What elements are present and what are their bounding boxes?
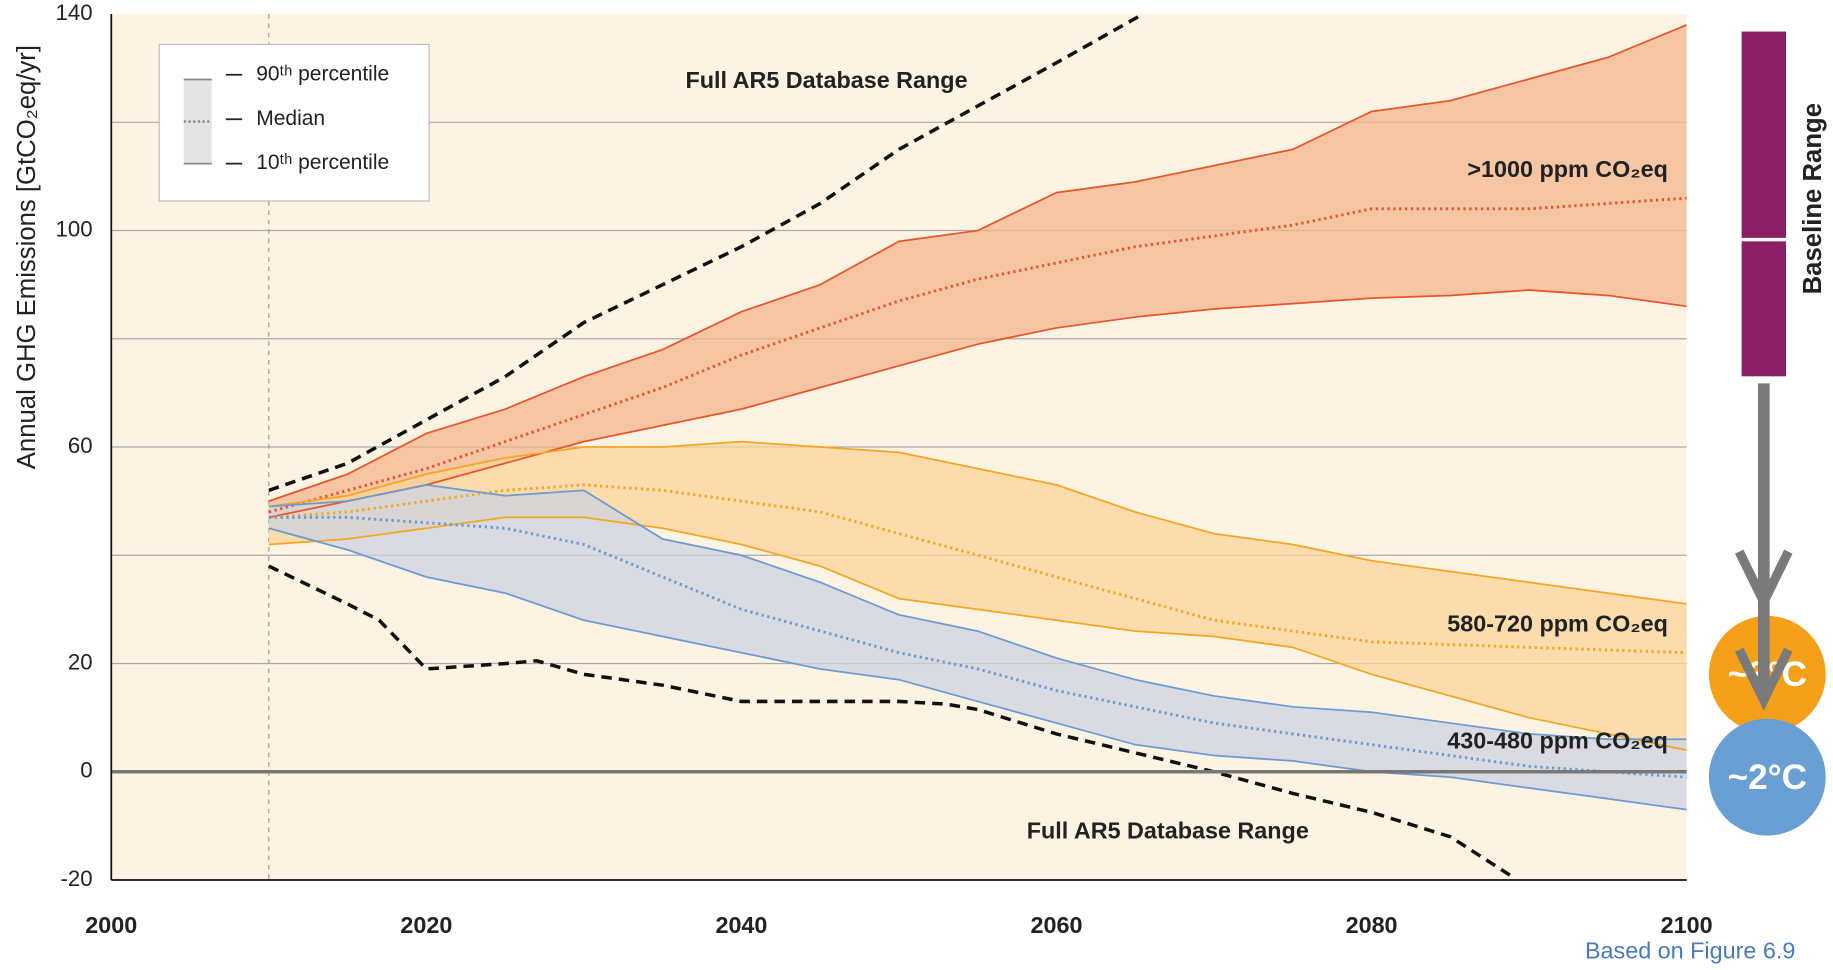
band	[268, 484, 1687, 810]
warming-2c-label: ~2°C	[1728, 758, 1807, 797]
x-tick-label: 2000	[85, 912, 137, 938]
band	[268, 24, 1687, 518]
y-tick-label: 20	[68, 649, 93, 674]
median-line	[268, 196, 1687, 514]
y-tick-label: 0	[80, 758, 92, 783]
legend-label: 10ᵗʰ percentile	[256, 151, 389, 174]
x-tick-label: 2100	[1661, 912, 1713, 938]
y-tick-label: 60	[68, 433, 93, 458]
x-tick-label: 2020	[400, 912, 452, 938]
database-range-label: Full AR5 Database Range	[685, 67, 967, 93]
median-line	[268, 515, 1687, 779]
source: Based on Figure 6.9	[1585, 938, 1795, 964]
percentile-10-line	[268, 289, 1687, 519]
database-range-label: Full AR5 Database Range	[1027, 817, 1309, 843]
legend-label: Median	[256, 107, 325, 130]
database-range-upper	[268, 14, 1144, 493]
warming-2c	[1708, 718, 1826, 836]
baseline-bar	[1741, 31, 1786, 377]
percentile-10-line	[268, 516, 1687, 752]
percentile-90-line	[268, 440, 1687, 605]
arrow-head	[1735, 549, 1793, 613]
legend-label: 90ᵗʰ percentile	[256, 62, 389, 85]
x-tick-label: 2080	[1346, 912, 1398, 938]
x-tick-label: 2040	[715, 912, 767, 938]
baseline-label: Baseline Range	[1799, 103, 1827, 294]
x-tick-label: 2060	[1031, 912, 1083, 938]
percentile-90-line	[268, 24, 1687, 502]
scenario-label: >1000 ppm CO₂eq	[1467, 156, 1668, 182]
percentile-10-line	[268, 527, 1687, 811]
y-tick-label: -20	[61, 866, 93, 891]
y-tick-label: 100	[56, 216, 93, 241]
arrow-head	[1735, 647, 1793, 711]
scenario-label: 430-480 ppm CO₂eq	[1447, 727, 1668, 753]
percentile-90-line	[268, 483, 1687, 741]
database-range-lower	[268, 564, 1515, 879]
y-axis-label: Annual GHG Emissions [GtCO₂eq/yr]	[13, 45, 41, 469]
scenario-label: 580-720 ppm CO₂eq	[1447, 610, 1668, 636]
y-tick-label: 140	[56, 0, 93, 25]
